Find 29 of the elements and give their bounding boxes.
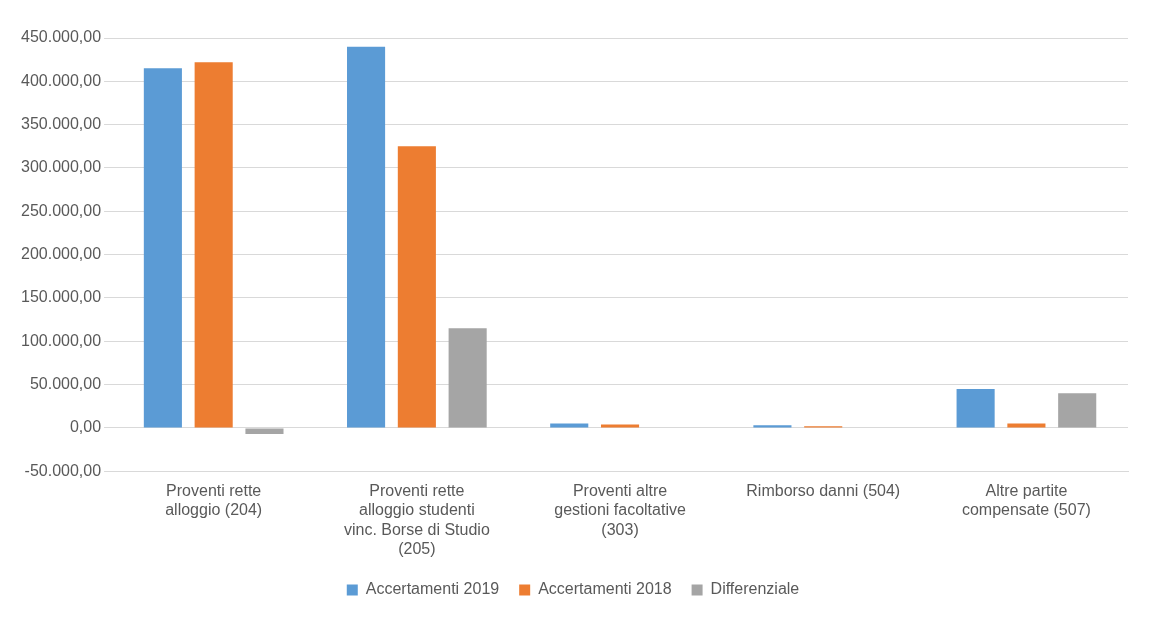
bar: [753, 425, 792, 428]
bar: [1058, 393, 1097, 428]
x-tick-label: Rimborso danni (504): [746, 482, 901, 500]
bar: [397, 146, 436, 428]
legend-label: Accertamenti 2018: [538, 580, 672, 598]
y-tick-label: 450.000,00: [21, 28, 102, 46]
x-tick-label: Proventi altre gestioni facoltative (303): [554, 482, 686, 538]
bar: [600, 424, 640, 428]
y-tick-label: 100.000,00: [21, 331, 102, 349]
bar: [143, 68, 182, 428]
x-tick-label: Altre partite compensate (507): [961, 482, 1091, 519]
x-tick-label: Proventi rette alloggio studenti vinc. Borse di Studio (205): [343, 482, 490, 557]
x-tick-label: Proventi rette alloggio (204): [165, 482, 263, 519]
bar: [347, 46, 386, 428]
legend-label: Accertamenti 2019: [365, 580, 500, 598]
bar: [448, 328, 487, 428]
y-tick-label: 300.000,00: [21, 158, 102, 176]
bar: [956, 388, 995, 428]
y-tick-label: 250.000,00: [21, 201, 102, 219]
y-tick-label: 150.000,00: [21, 288, 102, 306]
bar: [194, 62, 233, 428]
y-tick-label: -50.000,00: [24, 461, 102, 479]
legend-label: Differenziale: [710, 580, 800, 598]
y-tick-label: 350.000,00: [21, 115, 102, 133]
y-tick-label: 400.000,00: [21, 71, 102, 89]
y-tick-label: 50.000,00: [29, 374, 102, 392]
bar: [245, 428, 284, 434]
y-tick-label: 0,00: [69, 418, 102, 436]
y-tick-label: 200.000,00: [21, 245, 102, 263]
